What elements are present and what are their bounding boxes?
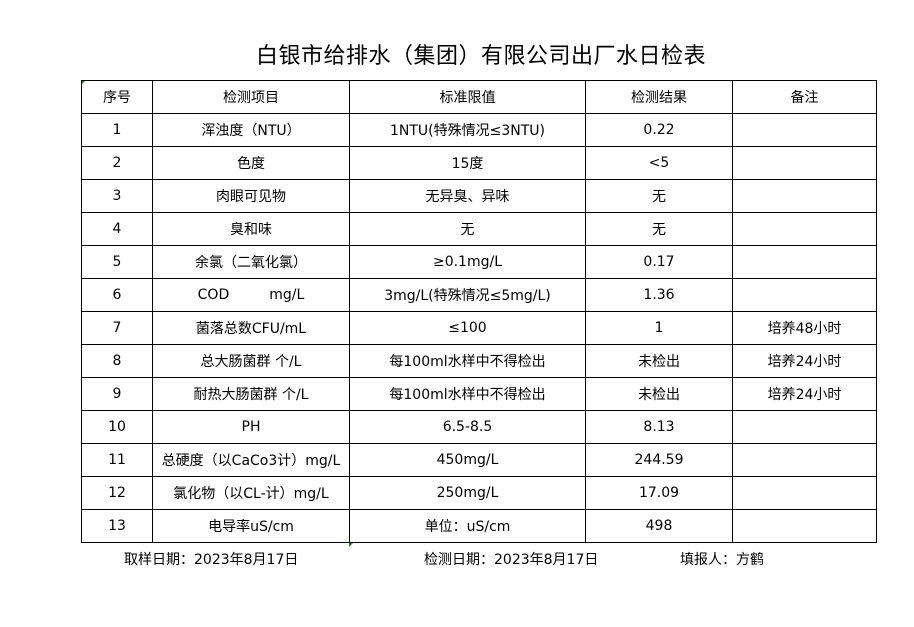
cell-result: 未检出 xyxy=(585,344,733,378)
table-row: 6 COD mg/L 3mg/L(特殊情况≤5mg/L) 1.36 xyxy=(81,278,877,312)
table-row: 1 浑浊度（NTU） 1NTU(特殊情况≤3NTU) 0.22 xyxy=(81,113,877,147)
cell-result: 无 xyxy=(585,212,733,246)
table-row: 9 耐热大肠菌群 个/L 每100ml水样中不得检出 未检出 培养24小时 xyxy=(81,377,877,411)
cell-remark xyxy=(732,212,877,246)
cell-standard: 250mg/L xyxy=(349,476,586,510)
cell-remark xyxy=(732,278,877,312)
cell-remark xyxy=(732,410,877,444)
table-row: 11 总硬度（以CaCo3计）mg/L 450mg/L 244.59 xyxy=(81,443,877,477)
table-row: 2 色度 15度 <5 xyxy=(81,146,877,180)
table-row: 7 菌落总数CFU/mL ≤100 1 培养48小时 xyxy=(81,311,877,345)
cell-item: 余氯（二氧化氯） xyxy=(152,245,350,279)
cell-standard: 1NTU(特殊情况≤3NTU) xyxy=(349,113,586,147)
table-row: 3 肉眼可见物 无异臭、异味无 xyxy=(81,179,877,213)
cell-index: 9 xyxy=(81,377,153,411)
cell-result: 244.59 xyxy=(585,443,733,477)
header-item: 检测项目 xyxy=(152,80,350,114)
header-standard: 标准限值 xyxy=(349,80,586,114)
cell-index: 5 xyxy=(81,245,153,279)
cell-result: 1.36 xyxy=(585,278,733,312)
cell-item: 浑浊度（NTU） xyxy=(152,113,350,147)
sample-date: 取样日期：2023年8月17日 xyxy=(124,552,299,568)
inspection-table: 序号 检测项目 标准限值 检测结果 备注 1 浑浊度（NTU） 1NTU(特殊情况≤3NTU)… xyxy=(81,80,877,543)
cell-index: 4 xyxy=(81,212,153,246)
cell-standard: 6.5-8.5 xyxy=(349,410,586,444)
cell-item: PH xyxy=(152,410,350,444)
cell-standard: 3mg/L(特殊情况≤5mg/L) xyxy=(349,278,586,312)
cell-result: 8.13 xyxy=(585,410,733,444)
header-result: 检测结果 xyxy=(585,80,733,114)
cell-item: 耐热大肠菌群 个/L xyxy=(152,377,350,411)
table-row: 10 PH 6.5-8.5 8.13 xyxy=(81,410,877,444)
reporter: 填报人：方鹤 xyxy=(680,552,764,568)
cell-standard: 每100ml水样中不得检出 xyxy=(349,344,586,378)
table-row: 4 臭和味无无 xyxy=(81,212,877,246)
cell-remark xyxy=(732,443,877,477)
cell-item: 菌落总数CFU/mL xyxy=(152,311,350,345)
cell-index: 1 xyxy=(81,113,153,147)
cell-standard: 每100ml水样中不得检出 xyxy=(349,377,586,411)
cell-index: 13 xyxy=(81,509,153,543)
header-row: 序号 检测项目 标准限值 检测结果 备注 xyxy=(81,80,877,114)
header-index: 序号 xyxy=(81,80,153,114)
cell-remark xyxy=(732,245,877,279)
cell-result: 17.09 xyxy=(585,476,733,510)
cell-remark xyxy=(732,476,877,510)
cell-standard: 单位：uS/cm xyxy=(349,509,586,543)
cell-index: 3 xyxy=(81,179,153,213)
cell-result: 无 xyxy=(585,179,733,213)
cell-standard: 无 xyxy=(349,212,586,246)
cell-item: 电导率uS/cm xyxy=(152,509,350,543)
cell-remark xyxy=(732,509,877,543)
table-row: 13 电导率uS/cm 单位：uS/cm 498 xyxy=(81,509,877,543)
cell-standard: 450mg/L xyxy=(349,443,586,477)
cell-remark xyxy=(732,113,877,147)
cell-index: 12 xyxy=(81,476,153,510)
cell-remark: 培养24小时 xyxy=(732,377,877,411)
cell-item: 肉眼可见物 xyxy=(152,179,350,213)
cell-result: 0.22 xyxy=(585,113,733,147)
cell-index: 2 xyxy=(81,146,153,180)
cell-remark xyxy=(732,179,877,213)
cell-index: 10 xyxy=(81,410,153,444)
cell-remark xyxy=(732,146,877,180)
cell-item: 色度 xyxy=(152,146,350,180)
cell-item: 氯化物（以CL-计）mg/L xyxy=(152,476,350,510)
cell-result: 未检出 xyxy=(585,377,733,411)
table-row: 8 总大肠菌群 个/L 每100ml水样中不得检出 未检出 培养24小时 xyxy=(81,344,877,378)
cell-index: 8 xyxy=(81,344,153,378)
cell-item: COD mg/L xyxy=(152,278,350,312)
cell-standard: ≤100 xyxy=(349,311,586,345)
cell-index: 6 xyxy=(81,278,153,312)
cell-item: 总大肠菌群 个/L xyxy=(152,344,350,378)
cell-result: 0.17 xyxy=(585,245,733,279)
table-row: 12 氯化物（以CL-计）mg/L 250mg/L 17.09 xyxy=(81,476,877,510)
page-title: 白银市给排水（集团）有限公司出厂水日检表 xyxy=(255,44,706,69)
cell-item: 臭和味 xyxy=(152,212,350,246)
cell-remark: 培养48小时 xyxy=(732,311,877,345)
table-row: 5 余氯（二氧化氯） ≥0.1mg/L 0.17 xyxy=(81,245,877,279)
cell-index: 7 xyxy=(81,311,153,345)
header-remark: 备注 xyxy=(732,80,877,114)
cell-item: 总硬度（以CaCo3计）mg/L xyxy=(152,443,350,477)
cell-result: 1 xyxy=(585,311,733,345)
test-date: 检测日期：2023年8月17日 xyxy=(424,552,599,568)
cell-result: 498 xyxy=(585,509,733,543)
cell-standard: ≥0.1mg/L xyxy=(349,245,586,279)
cell-marker xyxy=(349,542,354,547)
cell-remark: 培养24小时 xyxy=(732,344,877,378)
cell-standard: 15度 xyxy=(349,146,586,180)
cell-standard: 无异臭、异味 xyxy=(349,179,586,213)
cell-index: 11 xyxy=(81,443,153,477)
cell-result: <5 xyxy=(585,146,733,180)
